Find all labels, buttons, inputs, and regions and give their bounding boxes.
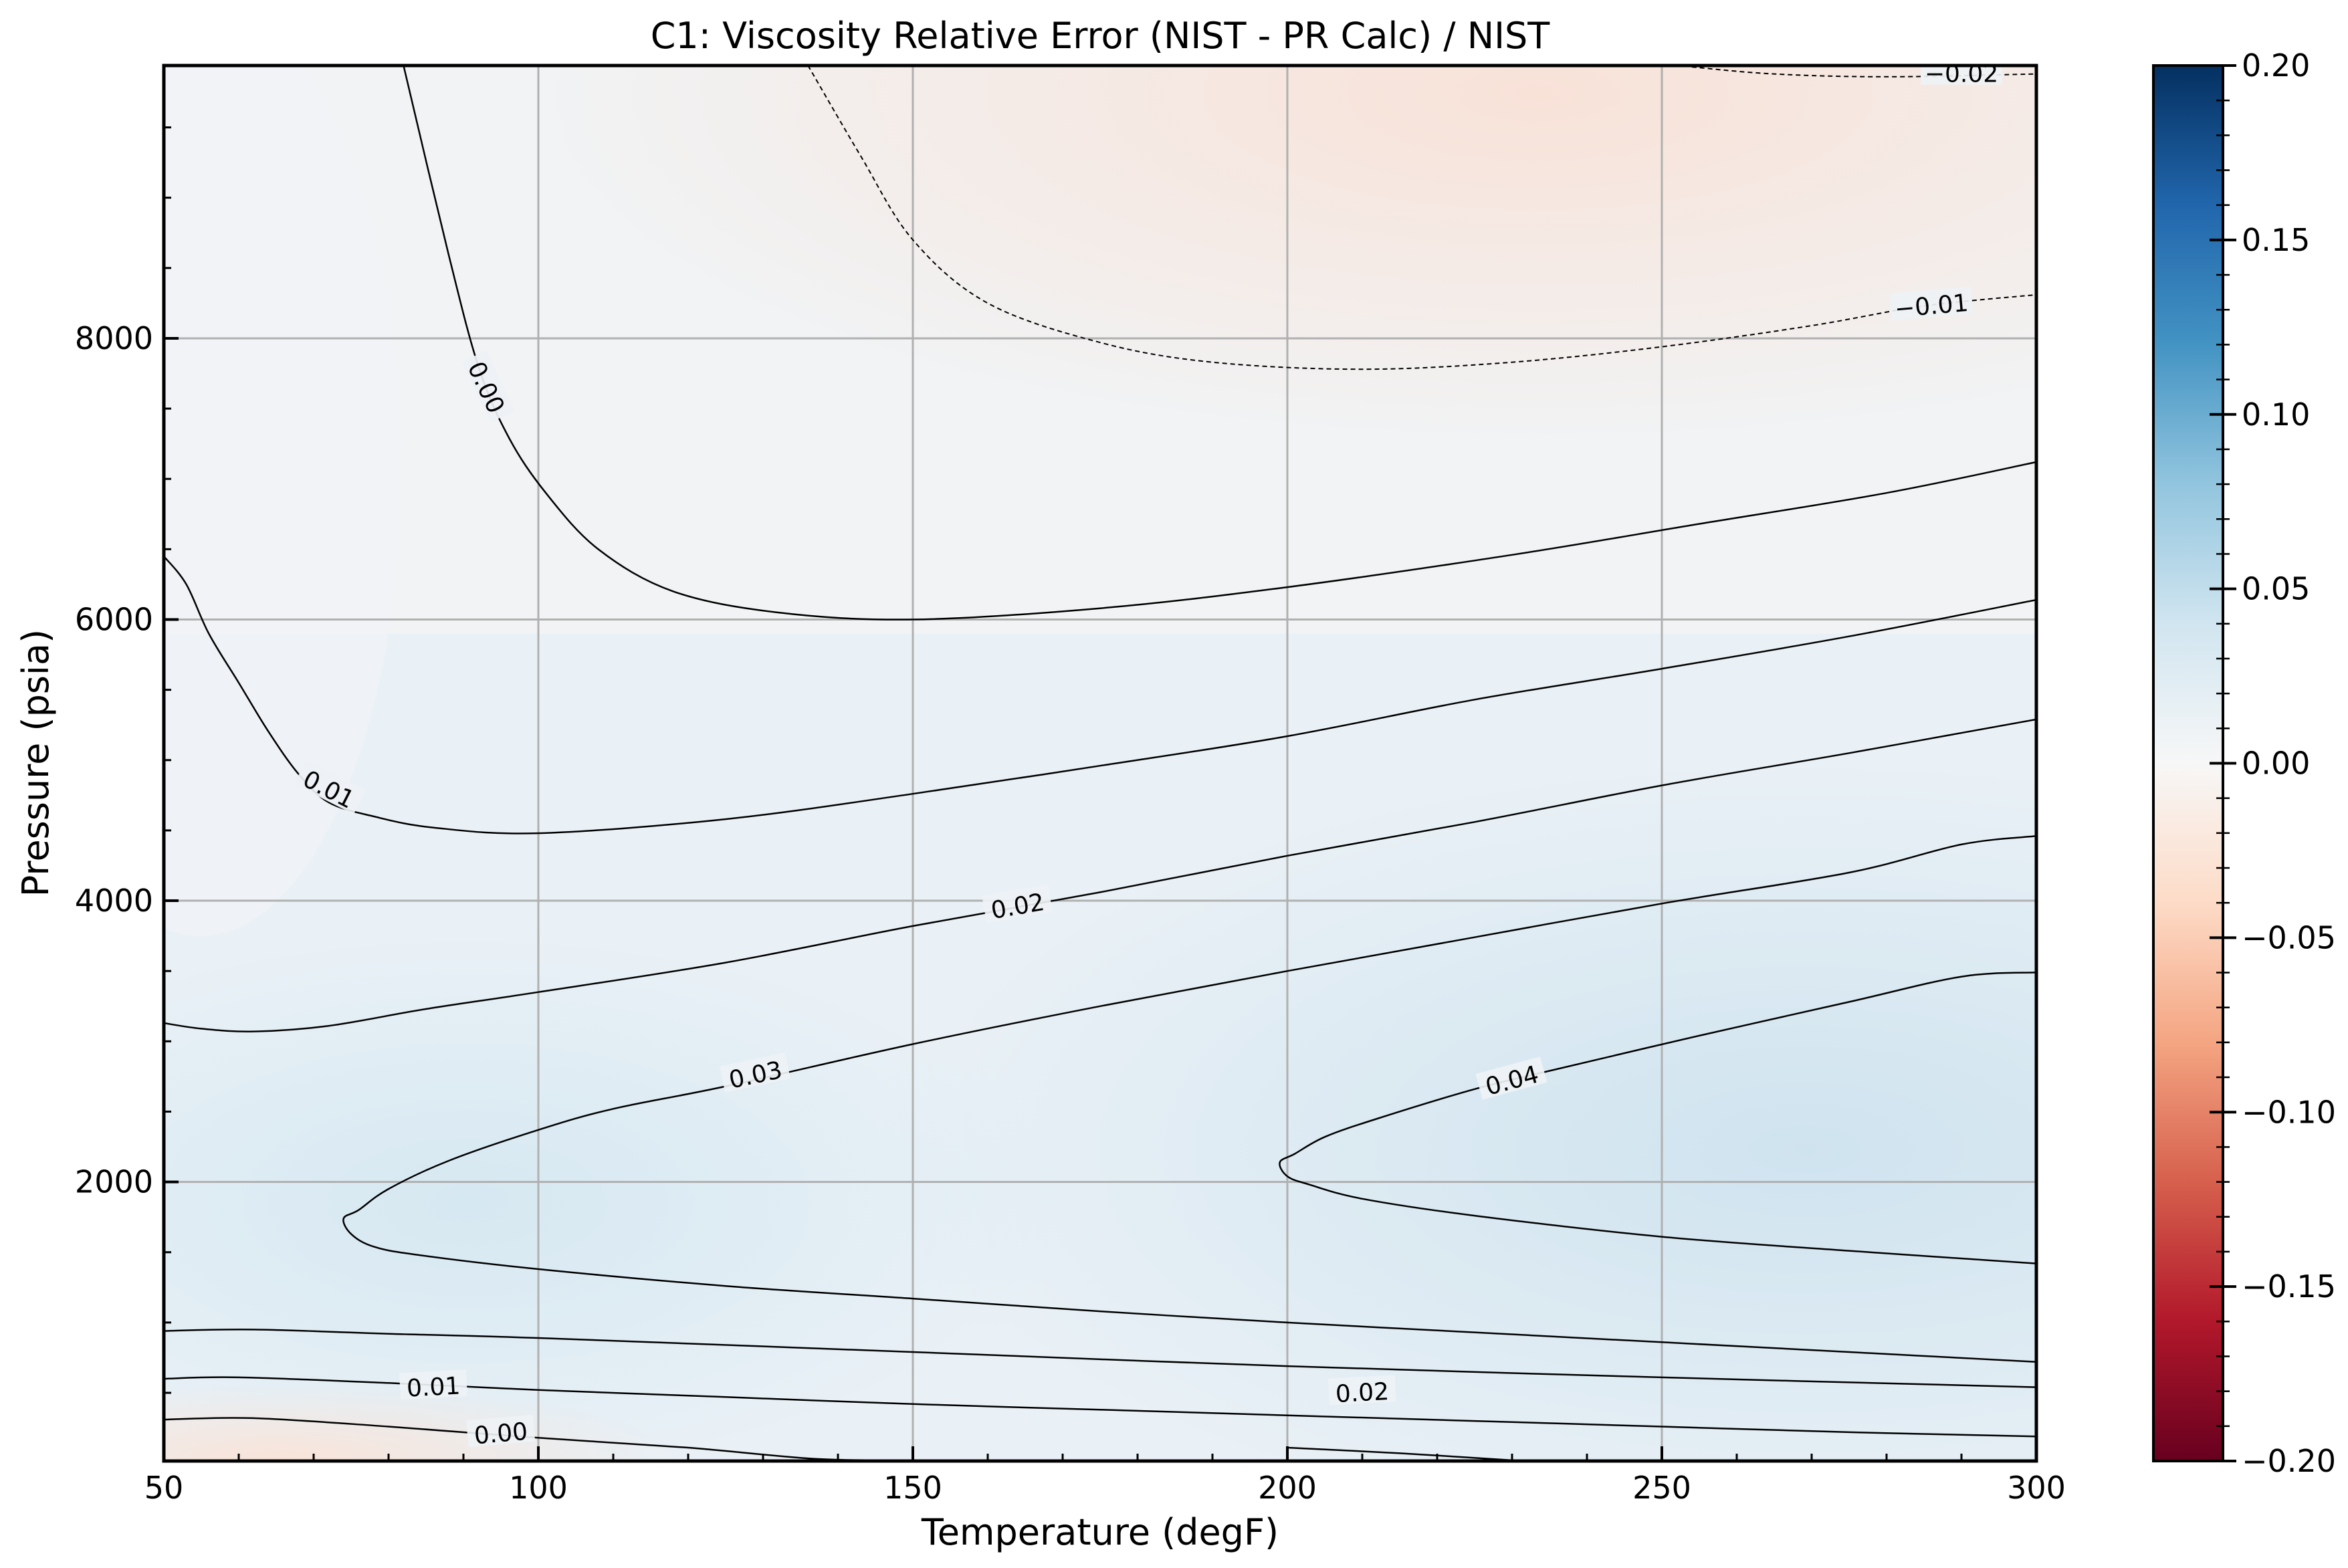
contour-label: −0.02 bbox=[1921, 61, 2002, 88]
y-axis-label: Pressure (psia) bbox=[15, 629, 57, 897]
field-band-middle bbox=[164, 923, 1070, 1461]
x-axis-ticks: 50 100 150 200 250 300 bbox=[144, 1446, 2066, 1506]
grid-lines bbox=[164, 66, 2036, 1461]
contour-labels: 0.000.010.020.03 0.040.01 0.020.00−0.01−0.… bbox=[294, 61, 2002, 1450]
y-axis-ticks: 2000 4000 6000 8000 bbox=[75, 126, 179, 1394]
contour-label: 0.04 bbox=[1475, 1056, 1547, 1101]
contour-label-mask bbox=[1327, 1375, 1396, 1406]
contour-label-mask bbox=[461, 350, 515, 423]
colorbar: 0.20 0.15 0.10 0.05 0.00 −0.05 −0.10 −0.15 −0.20 bbox=[2152, 47, 2336, 1479]
y-tick-label: 4000 bbox=[75, 883, 153, 919]
colorbar-tick-label: 0.20 bbox=[2242, 47, 2310, 84]
colorbar-tick-label: −0.05 bbox=[2242, 919, 2336, 956]
colorbar-tick-label: 0.15 bbox=[2242, 222, 2310, 258]
colorbar-tick-label: −0.10 bbox=[2242, 1094, 2336, 1130]
x-tick-label: 250 bbox=[1632, 1470, 1691, 1506]
contour-line bbox=[1287, 1446, 1513, 1461]
contour-line bbox=[164, 1417, 914, 1461]
contour-line bbox=[1691, 66, 2036, 78]
contour-label-text: −0.02 bbox=[1925, 61, 1998, 88]
x-tick-label: 150 bbox=[883, 1470, 942, 1506]
contour-label-text: −0.01 bbox=[1894, 290, 1969, 323]
plot-frame bbox=[162, 64, 2038, 1463]
contour-line bbox=[342, 835, 2036, 1363]
colorbar-tick-label: −0.20 bbox=[2242, 1443, 2336, 1479]
contour-line bbox=[164, 718, 2036, 1032]
x-tick-label: 50 bbox=[144, 1470, 184, 1506]
contour-label-text: 0.01 bbox=[406, 1373, 461, 1403]
field-band-middle-high bbox=[869, 749, 2036, 1461]
field-band-bottom bbox=[164, 1384, 682, 1461]
contour-line bbox=[164, 556, 2036, 834]
x-tick-label: 200 bbox=[1258, 1470, 1317, 1506]
colorbar-tick-label: −0.15 bbox=[2242, 1268, 2336, 1305]
x-tick-label: 300 bbox=[2007, 1470, 2066, 1506]
contour-label-text: 0.00 bbox=[473, 1418, 528, 1450]
contour-label-mask bbox=[294, 760, 366, 814]
x-tick-label: 100 bbox=[509, 1470, 568, 1506]
x-axis-label: Temperature (degF) bbox=[921, 1511, 1279, 1553]
contour-label-mask bbox=[1475, 1056, 1547, 1100]
contour-line bbox=[1279, 972, 2036, 1264]
contour-label: 0.01 bbox=[399, 1369, 467, 1403]
contour-label: 0.02 bbox=[1327, 1375, 1396, 1408]
contour-label: 0.00 bbox=[466, 1414, 536, 1450]
y-tick-label: 6000 bbox=[75, 601, 153, 637]
contour-label-mask bbox=[399, 1369, 467, 1400]
y-tick-label: 2000 bbox=[75, 1164, 153, 1200]
y-tick-label: 8000 bbox=[75, 320, 153, 356]
contour-label-mask bbox=[1889, 286, 1973, 320]
contour-line bbox=[807, 66, 2036, 370]
colorbar-tick-label: 0.00 bbox=[2242, 746, 2310, 782]
contour-label-mask bbox=[1921, 66, 2002, 85]
contour-label-text: 0.02 bbox=[1335, 1378, 1390, 1408]
field-band-left bbox=[164, 66, 401, 936]
chart-title: C1: Viscosity Relative Error (NIST - PR … bbox=[651, 15, 1551, 57]
contour-label: −0.01 bbox=[1889, 286, 1973, 323]
colorbar-tick-label: 0.10 bbox=[2242, 397, 2310, 433]
contour-label-mask bbox=[982, 885, 1053, 923]
contour-label-mask bbox=[466, 1414, 536, 1448]
colorbar-tick-label: 0.05 bbox=[2242, 571, 2310, 607]
colorbar-ticks: 0.20 0.15 0.10 0.05 0.00 −0.05 −0.10 −0.15 −0.20 bbox=[2210, 47, 2336, 1479]
contour-lines bbox=[164, 66, 2036, 1461]
contour-line bbox=[164, 1329, 2036, 1388]
contour-label-mask bbox=[719, 1052, 791, 1093]
